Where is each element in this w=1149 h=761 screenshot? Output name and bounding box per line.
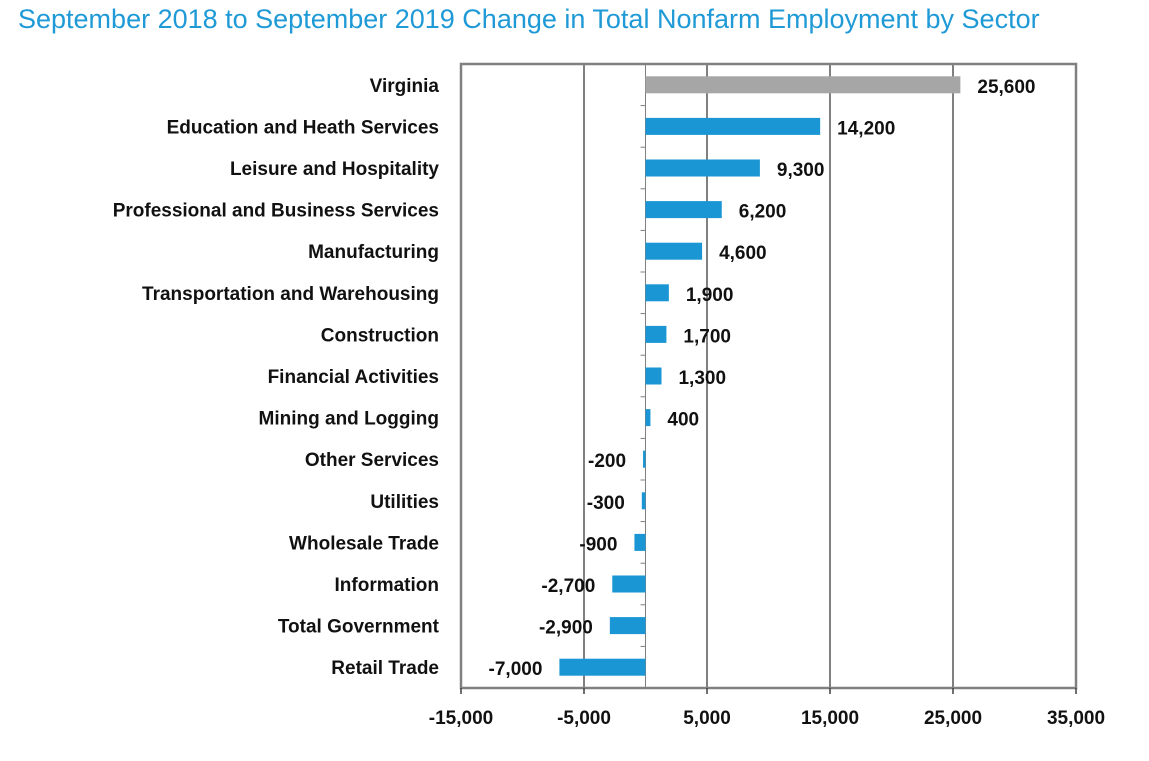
chart-title: September 2018 to September 2019 Change … bbox=[18, 4, 1040, 34]
category-label: Construction bbox=[321, 325, 439, 346]
value-label: 1,900 bbox=[686, 285, 734, 306]
category-label: Retail Trade bbox=[331, 658, 439, 679]
bar bbox=[645, 409, 651, 427]
value-label: 1,300 bbox=[678, 368, 726, 389]
value-label: 9,300 bbox=[777, 160, 825, 181]
plot-frame bbox=[459, 62, 1078, 690]
bar bbox=[645, 159, 760, 177]
category-label: Information bbox=[335, 575, 440, 596]
category-label: Financial Activities bbox=[268, 367, 439, 388]
x-tick-label: 15,000 bbox=[801, 708, 859, 729]
category-label: Other Services bbox=[305, 450, 439, 471]
bar bbox=[645, 284, 669, 302]
value-label: -7,000 bbox=[489, 659, 543, 680]
category-label: Leisure and Hospitality bbox=[230, 159, 439, 180]
category-label: Education and Heath Services bbox=[167, 117, 439, 138]
bar bbox=[641, 492, 646, 510]
value-label: -200 bbox=[588, 451, 626, 472]
value-label: 25,600 bbox=[977, 77, 1035, 98]
category-label: Professional and Business Services bbox=[113, 201, 439, 222]
value-label: -900 bbox=[579, 534, 617, 555]
category-label: Wholesale Trade bbox=[289, 533, 439, 554]
x-tick-label: 35,000 bbox=[1047, 708, 1105, 729]
category-label: Mining and Logging bbox=[259, 409, 439, 430]
value-label: -2,900 bbox=[539, 618, 593, 639]
value-label: -300 bbox=[587, 493, 625, 514]
value-label: -2,700 bbox=[541, 576, 595, 597]
bar bbox=[645, 201, 722, 219]
value-label: 14,200 bbox=[837, 118, 895, 139]
bar bbox=[645, 367, 662, 385]
bar bbox=[645, 325, 667, 343]
bar bbox=[609, 617, 646, 635]
bar bbox=[559, 658, 646, 676]
value-label: 1,700 bbox=[683, 326, 731, 347]
category-label: Total Government bbox=[278, 617, 440, 638]
x-tick-label: -5,000 bbox=[557, 708, 611, 729]
x-tick-label: 5,000 bbox=[683, 708, 731, 729]
bar bbox=[612, 575, 646, 593]
bar bbox=[634, 533, 646, 551]
category-label: Virginia bbox=[370, 76, 440, 97]
category-label: Transportation and Warehousing bbox=[142, 284, 439, 305]
bar bbox=[643, 450, 646, 468]
value-label: 6,200 bbox=[739, 202, 787, 223]
category-label: Utilities bbox=[370, 492, 439, 513]
x-tick-label: 25,000 bbox=[924, 708, 982, 729]
value-label: 400 bbox=[667, 410, 699, 431]
x-tick-label: -15,000 bbox=[429, 708, 493, 729]
bar bbox=[645, 242, 703, 260]
category-label: Manufacturing bbox=[308, 242, 439, 263]
value-label: 4,600 bbox=[719, 243, 767, 264]
bar bbox=[645, 117, 821, 135]
bar bbox=[645, 76, 961, 94]
